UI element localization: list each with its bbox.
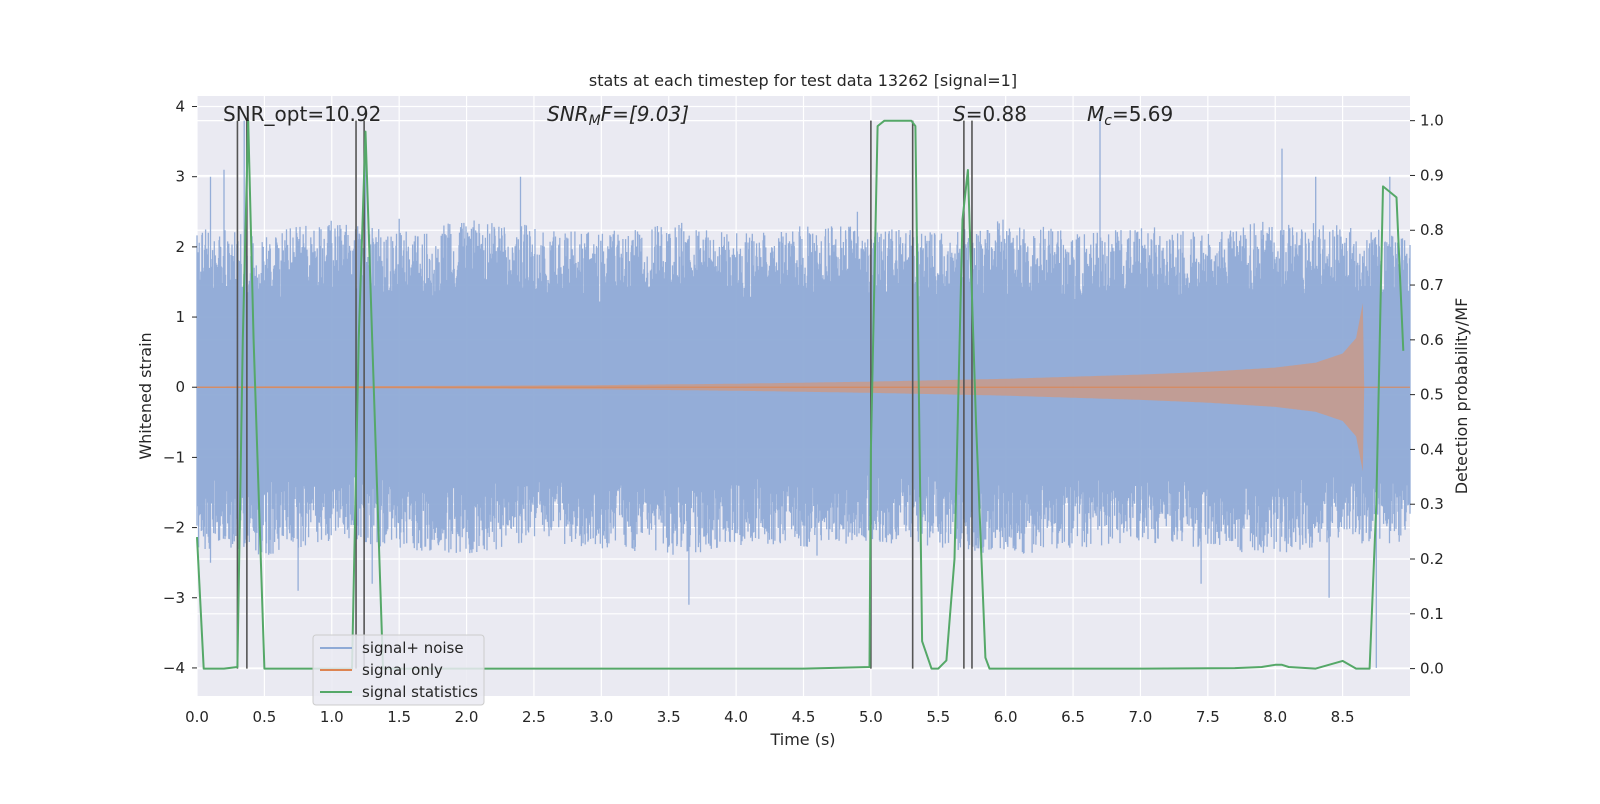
- signal-only-series: [197, 303, 1410, 472]
- y-axis-label-left: Whitened strain: [136, 332, 155, 459]
- y-tick-label-left: 4: [175, 98, 185, 116]
- x-tick-label: 5.0: [859, 708, 883, 726]
- y-tick-label-right: 1.0: [1420, 112, 1444, 130]
- legend-label-signal-noise: signal+ noise: [362, 639, 464, 657]
- x-tick-label: 2.0: [455, 708, 479, 726]
- annotation-mc-main: M: [1087, 102, 1104, 126]
- annotation-s: S=0.88: [953, 102, 1027, 126]
- legend-label-signal-only: signal only: [362, 661, 443, 679]
- x-tick-label: 6.0: [994, 708, 1018, 726]
- y-tick-label-right: 0.9: [1420, 166, 1444, 184]
- y-tick-label-left: 0: [175, 378, 185, 396]
- annotation-mc-rest: =5.69: [1112, 102, 1173, 126]
- y-tick-label-left: 3: [175, 168, 185, 186]
- x-axis-label: Time (s): [769, 730, 835, 749]
- annotation-s-rest: =0.88: [966, 102, 1027, 126]
- x-tick-label: 0.0: [185, 708, 209, 726]
- annotation-snr-mf: SNRMF=[9.03]: [547, 102, 689, 129]
- x-tick-label: 5.5: [926, 708, 950, 726]
- y-tick-label-right: 0.3: [1420, 495, 1444, 513]
- y-tick-label-right: 0.4: [1420, 440, 1444, 458]
- y-tick-label-right: 0.1: [1420, 605, 1444, 623]
- annotation-mc: Mc=5.69: [1087, 102, 1173, 129]
- x-tick-label: 8.0: [1263, 708, 1287, 726]
- x-tick-label: 3.5: [657, 708, 681, 726]
- chart-title: stats at each timestep for test data 132…: [589, 71, 1017, 90]
- annotation-mc-sub: c: [1104, 113, 1112, 129]
- y-tick-label-right: 0.7: [1420, 276, 1444, 294]
- x-tick-label: 7.0: [1129, 708, 1153, 726]
- y-tick-label-right: 0.0: [1420, 660, 1444, 678]
- y-tick-label-right: 0.8: [1420, 221, 1444, 239]
- annotation-s-main: S: [953, 102, 966, 126]
- x-tick-label: 8.5: [1331, 708, 1355, 726]
- y-tick-label-left: −3: [163, 589, 185, 607]
- x-tick-label: 7.5: [1196, 708, 1220, 726]
- y-axis-label-right: Detection probability/MF: [1452, 298, 1471, 495]
- legend-box: [312, 634, 485, 706]
- y-tick-label-left: 1: [175, 308, 185, 326]
- y-tick-label-left: −2: [163, 519, 185, 537]
- x-tick-label: 6.5: [1061, 708, 1085, 726]
- signal-statistics-series: [196, 119, 1405, 670]
- x-tick-label: 1.5: [387, 708, 411, 726]
- x-tick-label: 0.5: [252, 708, 276, 726]
- x-tick-label: 4.0: [724, 708, 748, 726]
- y-tick-label-right: 0.2: [1420, 550, 1444, 568]
- y-tick-label-right: 0.5: [1420, 386, 1444, 404]
- y-tick-label-right: 0.6: [1420, 331, 1444, 349]
- annotation-snr-mf-rest: F=[9.03]: [601, 102, 689, 126]
- x-tick-label: 3.0: [589, 708, 613, 726]
- x-tick-label: 4.5: [792, 708, 816, 726]
- legend-label-signal-statistics: signal statistics: [362, 683, 478, 701]
- legend: signal+ noise signal only signal statist…: [312, 634, 485, 706]
- y-tick-label-left: −1: [163, 448, 185, 466]
- x-tick-label: 2.5: [522, 708, 546, 726]
- annotation-snr-mf-main: SNR: [547, 102, 589, 126]
- y-tick-label-left: 2: [175, 238, 185, 256]
- annotation-snr-opt: SNR_opt=10.92: [223, 102, 381, 126]
- annotation-snr-mf-sub: M: [589, 113, 601, 129]
- signal-statistics-line: [196, 119, 1405, 670]
- y-tick-label-left: −4: [163, 659, 185, 677]
- x-tick-label: 1.0: [320, 708, 344, 726]
- tick-labels: 0.0 0.5 1.0 1.5 2.0 2.5 3.0 3.5 4.0 4.5 5.0 5.5 6.0 6…: [163, 98, 1444, 726]
